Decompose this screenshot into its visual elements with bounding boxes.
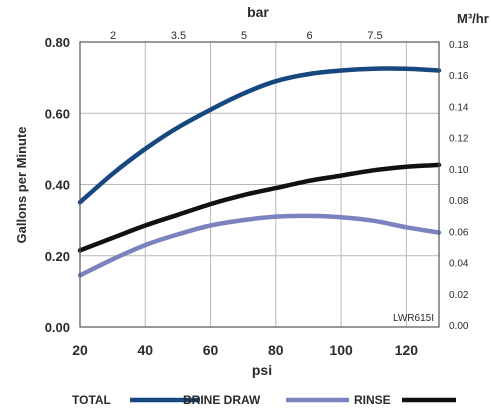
right-tick-label: 0.06 bbox=[449, 227, 469, 238]
y-tick-label: 0.80 bbox=[45, 35, 70, 50]
model-annotation: LWR615I bbox=[393, 313, 434, 324]
x-tick-label: 60 bbox=[203, 342, 219, 358]
y-tick-label: 0.60 bbox=[45, 106, 70, 121]
x-tick-label: 20 bbox=[72, 342, 88, 358]
right-tick-label: 0.08 bbox=[449, 196, 469, 207]
series-layer bbox=[77, 66, 442, 278]
series-line-total bbox=[77, 66, 442, 205]
top-tick-label: 5 bbox=[241, 30, 247, 42]
top-tick-label: 3.5 bbox=[171, 30, 186, 42]
plot-frame bbox=[79, 41, 440, 328]
top-axis-label: bar bbox=[247, 4, 269, 20]
legend-label: TOTAL bbox=[72, 393, 111, 407]
right-tick-label: 0.10 bbox=[449, 165, 469, 176]
series-line-rinse bbox=[77, 162, 442, 253]
right-axis-label: M³/hr bbox=[457, 11, 489, 26]
right-tick-label: 0.18 bbox=[449, 40, 469, 51]
x-tick-label: 100 bbox=[329, 342, 353, 358]
x-tick-label: 80 bbox=[268, 342, 284, 358]
top-tick-label: 7.5 bbox=[367, 30, 382, 42]
left-axis-label: Gallons per Minute bbox=[14, 126, 29, 243]
right-tick-label: 0.14 bbox=[449, 102, 469, 113]
top-tick-label: 2 bbox=[110, 30, 116, 42]
tick-layer: 20 40 60 80 100 120 0.00 0.20 0.40 0.60 0.80 2 3.5 5 6… bbox=[45, 30, 469, 358]
top-tick-label: 6 bbox=[306, 30, 312, 42]
legend-label: RINSE bbox=[354, 393, 391, 407]
bottom-axis-label: psi bbox=[252, 362, 272, 378]
x-tick-label: 120 bbox=[395, 342, 419, 358]
y-tick-label: 0.40 bbox=[45, 178, 70, 193]
series-line-brine-draw bbox=[77, 213, 442, 278]
right-tick-label: 0.02 bbox=[449, 290, 469, 301]
legend-label: BRINE DRAW bbox=[183, 393, 261, 407]
y-tick-label: 0.20 bbox=[45, 249, 70, 264]
right-tick-label: 0.16 bbox=[449, 71, 469, 82]
right-tick-label: 0.04 bbox=[449, 259, 469, 270]
right-tick-label: 0.12 bbox=[449, 134, 469, 145]
legend: TOTAL BRINE DRAW RINSE bbox=[72, 393, 456, 407]
x-tick-label: 40 bbox=[137, 342, 153, 358]
right-tick-label: 0.00 bbox=[449, 321, 469, 332]
y-tick-label: 0.00 bbox=[45, 320, 70, 335]
